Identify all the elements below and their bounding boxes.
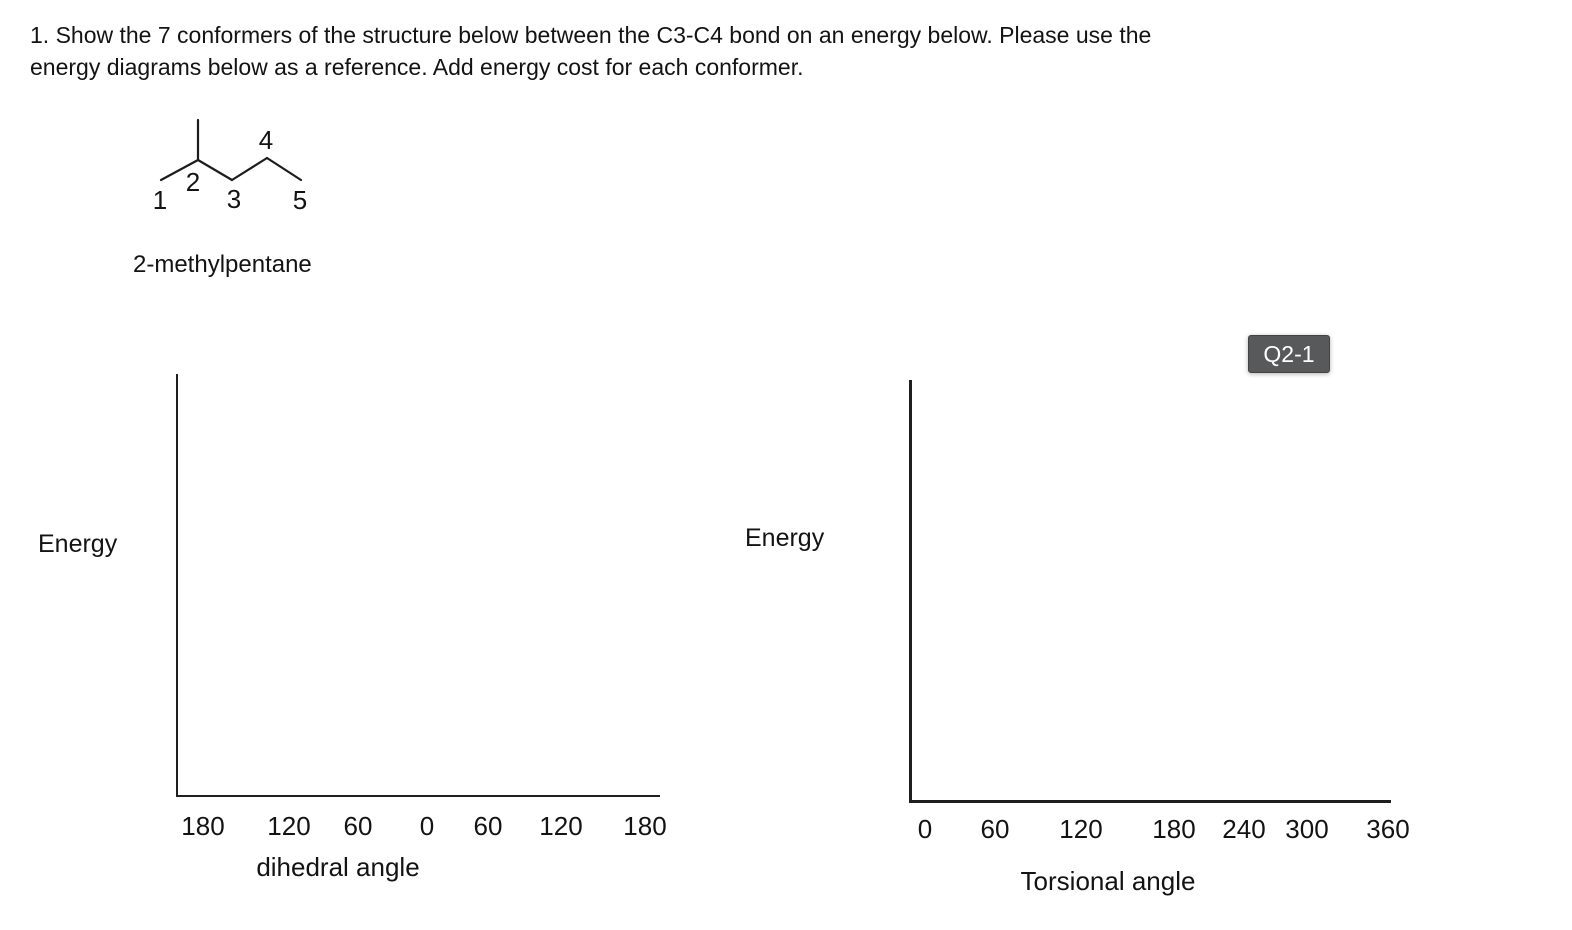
question-line-1: 1. Show the 7 conformers of the structur… [30, 22, 1152, 48]
right-x-tick-300: 300 [1285, 814, 1329, 844]
carbon-label-1: 1 [153, 185, 167, 215]
carbon-label-5: 5 [293, 185, 307, 215]
right-x-axis-line [909, 800, 1391, 803]
left-y-axis-label: Energy [38, 530, 118, 558]
question-text: 1. Show the 7 conformers of the structur… [30, 19, 1151, 83]
question-tag-badge[interactable]: Q2-1 [1248, 335, 1330, 373]
carbon-label-3: 3 [227, 184, 241, 214]
left-x-tick-180L: 180 [181, 811, 225, 841]
bond-c2-c3 [196, 158, 234, 182]
carbon-label-2: 2 [186, 167, 200, 197]
molecule-structure: 1 2 3 4 5 [153, 118, 307, 215]
right-x-tick-120: 120 [1059, 814, 1103, 844]
right-x-tick-180: 180 [1152, 814, 1196, 844]
right-x-tick-360: 360 [1366, 814, 1410, 844]
molecule-name: 2-methylpentane [133, 251, 312, 278]
bond-c4-c5 [265, 156, 303, 182]
right-x-axis-label: Torsional angle [1020, 866, 1196, 896]
left-x-tick-0: 0 [419, 811, 435, 841]
left-x-tick-120R: 120 [539, 811, 583, 841]
left-y-axis-line [176, 374, 178, 797]
bond-c3-c4 [230, 156, 269, 182]
left-x-tick-60R: 60 [473, 811, 503, 841]
right-y-axis-line [909, 380, 912, 803]
question-tag-label: Q2-1 [1263, 340, 1315, 367]
right-x-tick-240: 240 [1222, 814, 1266, 844]
right-x-tick-0: 0 [917, 814, 933, 844]
right-x-tick-60: 60 [980, 814, 1010, 844]
bond-c1-c2 [159, 158, 200, 182]
left-x-tick-180R: 180 [623, 811, 667, 841]
left-x-axis-label: dihedral angle [256, 852, 420, 882]
carbon-label-4: 4 [259, 125, 273, 155]
right-y-axis-label: Energy [745, 524, 825, 552]
left-x-tick-120L: 120 [267, 811, 311, 841]
left-x-axis-line [176, 795, 660, 797]
question-line-2: energy diagrams below as a reference. Ad… [30, 54, 804, 80]
left-x-tick-60L: 60 [343, 811, 373, 841]
